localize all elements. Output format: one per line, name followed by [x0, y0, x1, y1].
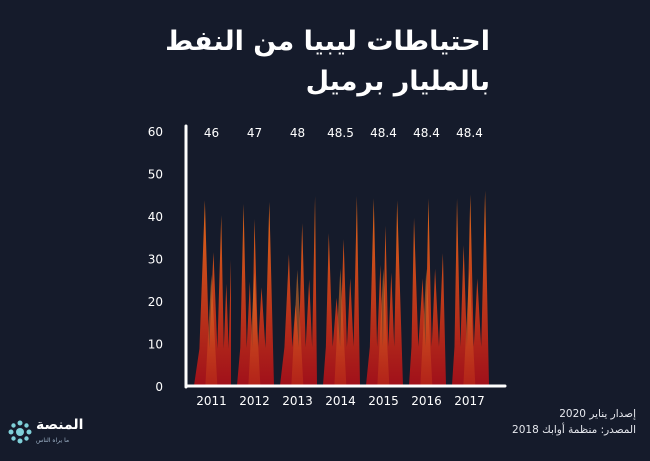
logo-name: المنصة	[36, 417, 84, 433]
chart-title-line-1: احتياطات ليبيا من النفط	[165, 26, 490, 57]
x-tick-label-2014: 2014	[325, 394, 356, 408]
value-label-2017: 48.4	[456, 126, 483, 140]
data-spike-accent-2012	[248, 272, 261, 386]
y-tick-label-40: 40	[148, 210, 163, 224]
x-tick-label-2016: 2016	[411, 394, 442, 408]
source-note: المصدر: منظمة أوابك 2018	[512, 424, 636, 436]
y-tick-label-60: 60	[148, 125, 163, 139]
value-label-2015: 48.4	[370, 126, 397, 140]
y-tick-label-10: 10	[148, 338, 163, 352]
data-spike-accent-2013	[291, 269, 304, 386]
value-label-2014: 48.5	[327, 126, 354, 140]
chart-title: احتياطات ليبيا من النفط بالمليار برميل	[90, 22, 490, 102]
value-label-2012: 47	[247, 126, 262, 140]
chart-title-line-2: بالمليار برميل	[305, 66, 490, 97]
value-label-2016: 48.4	[413, 126, 440, 140]
data-spike-accent-2016	[420, 268, 433, 386]
data-spike-2013	[278, 196, 317, 386]
brand-logo: المنصة ما يراه الناس	[8, 412, 98, 452]
logo-star-icon	[8, 420, 32, 444]
data-spike-2011	[192, 200, 231, 386]
x-tick-label-2013: 2013	[282, 394, 313, 408]
y-tick-label-20: 20	[148, 295, 163, 309]
value-label-2011: 46	[204, 126, 219, 140]
data-spike-accent-2015	[377, 268, 390, 386]
data-spike-2016	[407, 198, 446, 386]
x-tick-label-2017: 2017	[454, 394, 485, 408]
data-spike-accent-2014	[334, 268, 347, 386]
data-spike-2015	[364, 198, 403, 386]
data-spike-accent-2011	[205, 274, 218, 386]
y-tick-label-50: 50	[148, 168, 163, 182]
x-tick-label-2011: 2011	[196, 394, 227, 408]
value-label-2013: 48	[290, 126, 305, 140]
data-spike-accent-2017	[463, 268, 476, 386]
y-tick-label-30: 30	[148, 253, 163, 267]
y-tick-label-0: 0	[155, 380, 163, 394]
logo-tagline: ما يراه الناس	[36, 437, 70, 444]
footer-note: إصدار يناير 2020 المصدر: منظمة أوابك 201…	[512, 406, 636, 438]
x-tick-label-2012: 2012	[239, 394, 270, 408]
release-date: إصدار يناير 2020	[559, 408, 636, 420]
x-tick-label-2015: 2015	[368, 394, 399, 408]
data-spike-2014	[321, 196, 360, 386]
